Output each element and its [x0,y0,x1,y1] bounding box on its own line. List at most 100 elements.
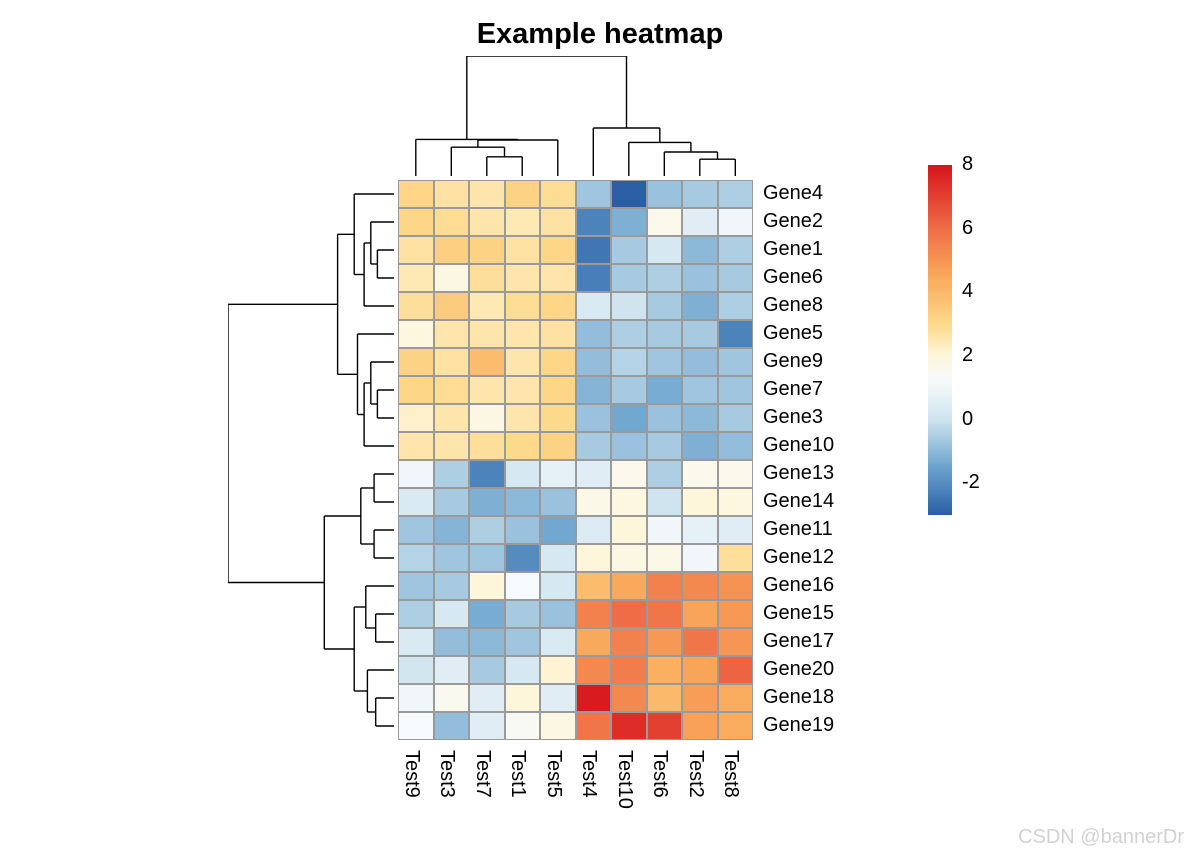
heatmap-cell [434,404,470,432]
heatmap-cell [647,656,683,684]
heatmap-cell [540,236,576,264]
row-label: Gene5 [763,322,823,345]
heatmap-cell [434,292,470,320]
heatmap-cell [576,712,612,740]
heatmap-cell [540,376,576,404]
heatmap-cell [576,292,612,320]
heatmap-cell [682,292,718,320]
heatmap-cell [718,656,754,684]
heatmap-cell [718,320,754,348]
heatmap-cell [434,600,470,628]
row-label: Gene19 [763,714,834,737]
heatmap-cell [718,544,754,572]
heatmap-cell [718,264,754,292]
heatmap-cell [718,208,754,236]
heatmap-cell [505,180,541,208]
row-label: Gene14 [763,490,834,513]
heatmap-cell [434,432,470,460]
heatmap-cell [540,180,576,208]
heatmap-cell [469,180,505,208]
heatmap-cell [718,712,754,740]
heatmap-cell [469,432,505,460]
heatmap-cell [647,320,683,348]
heatmap-cell [647,460,683,488]
heatmap-cell [398,208,434,236]
heatmap-figure: Example heatmap Gene4Gene2Gene1Gene6Gene… [0,0,1200,857]
heatmap-cell [540,600,576,628]
heatmap-cell [718,236,754,264]
heatmap-cell [611,628,647,656]
heatmap-cell [647,432,683,460]
heatmap-cell [647,348,683,376]
heatmap-cell [682,516,718,544]
heatmap-cell [611,572,647,600]
heatmap-cell [647,516,683,544]
heatmap-cell [469,236,505,264]
heatmap-cell [576,628,612,656]
heatmap-cell [540,572,576,600]
legend-tick: 8 [962,153,973,176]
heatmap-cell [647,628,683,656]
heatmap-cell [647,712,683,740]
heatmap-cell [576,544,612,572]
heatmap-cell [718,572,754,600]
heatmap-cell [540,264,576,292]
row-label: Gene11 [763,518,833,541]
heatmap-cell [398,320,434,348]
heatmap-cell [682,656,718,684]
heatmap-cell [434,320,470,348]
heatmap-cell [718,488,754,516]
heatmap-cell [611,544,647,572]
heatmap-cell [611,516,647,544]
heatmap-cell [611,208,647,236]
heatmap-cell [398,628,434,656]
heatmap-cell [398,348,434,376]
heatmap-cell [469,404,505,432]
heatmap-cell [682,236,718,264]
heatmap-cell [434,516,470,544]
heatmap-cell [576,180,612,208]
heatmap-cell [682,180,718,208]
row-label: Gene4 [763,182,823,205]
column-label: Test6 [648,750,671,798]
column-label: Test2 [684,750,707,798]
row-label: Gene1 [763,238,823,261]
heatmap-cell [398,404,434,432]
heatmap-cell [576,684,612,712]
heatmap-cell [505,376,541,404]
heatmap-cell [469,292,505,320]
heatmap-cell [682,432,718,460]
heatmap-cell [647,544,683,572]
heatmap-cell [398,572,434,600]
legend-tick: 0 [962,408,973,431]
legend-tick: -2 [962,471,980,494]
heatmap-cell [434,460,470,488]
row-label: Gene20 [763,658,834,681]
heatmap-cell [398,656,434,684]
heatmap-cell [611,712,647,740]
heatmap-cell [647,376,683,404]
heatmap-cell [682,712,718,740]
heatmap-cell [540,684,576,712]
row-label: Gene18 [763,686,834,709]
column-label: Test9 [400,750,423,798]
row-label: Gene8 [763,294,823,317]
color-legend-bar [928,165,952,515]
heatmap-cell [505,628,541,656]
heatmap-cell [718,404,754,432]
row-label: Gene12 [763,546,834,569]
heatmap-cell [540,656,576,684]
heatmap-cell [611,656,647,684]
heatmap-cell [398,376,434,404]
row-label: Gene7 [763,378,823,401]
heatmap-cell [434,712,470,740]
heatmap-cell [469,264,505,292]
heatmap-cell [718,628,754,656]
heatmap-cell [576,656,612,684]
heatmap-cell [434,656,470,684]
heatmap-cell [611,404,647,432]
heatmap-cell [469,628,505,656]
heatmap-cell [647,236,683,264]
heatmap-cell [540,544,576,572]
heatmap-cell [576,376,612,404]
